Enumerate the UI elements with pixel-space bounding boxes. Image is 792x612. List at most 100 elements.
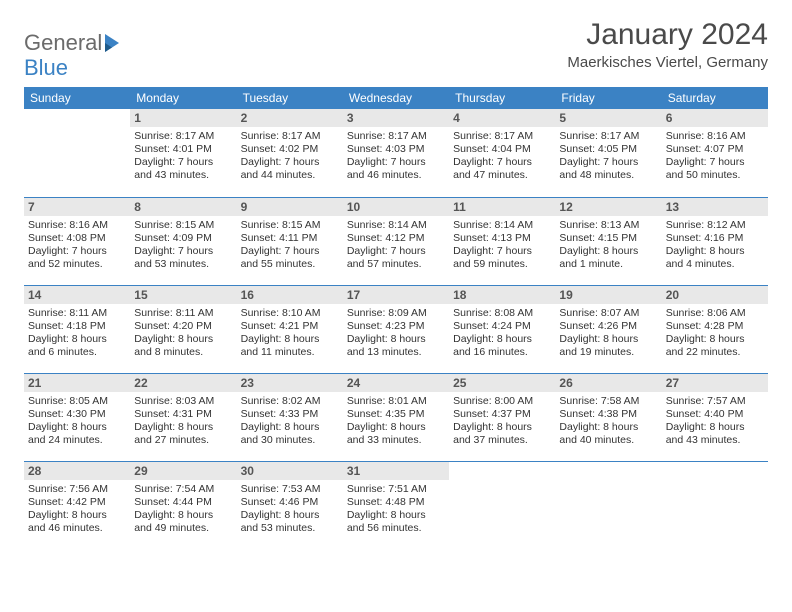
calendar-table: Sunday Monday Tuesday Wednesday Thursday… [24, 87, 768, 549]
day-info: Sunrise: 8:17 AMSunset: 4:03 PMDaylight:… [347, 130, 445, 183]
day-number: 7 [24, 198, 130, 216]
day-info: Sunrise: 7:56 AMSunset: 4:42 PMDaylight:… [28, 483, 126, 536]
day-number: 23 [237, 374, 343, 392]
week-row: 7 Sunrise: 8:16 AMSunset: 4:08 PMDaylight… [24, 197, 768, 285]
daylight-text: Daylight: 8 hours and 19 minutes. [559, 333, 657, 359]
daylight-text: Daylight: 8 hours and 49 minutes. [134, 509, 232, 535]
day-cell: 1 Sunrise: 8:17 AMSunset: 4:01 PMDaylight… [130, 109, 236, 197]
day-number: 3 [343, 109, 449, 127]
day-number: 9 [237, 198, 343, 216]
daylight-text: Daylight: 8 hours and 11 minutes. [241, 333, 339, 359]
daylight-text: Daylight: 8 hours and 46 minutes. [28, 509, 126, 535]
day-number: 24 [343, 374, 449, 392]
daylight-text: Daylight: 8 hours and 24 minutes. [28, 421, 126, 447]
day-info: Sunrise: 8:03 AMSunset: 4:31 PMDaylight:… [134, 395, 232, 448]
sunset-text: Sunset: 4:07 PM [666, 143, 764, 156]
day-number: 27 [662, 374, 768, 392]
day-info: Sunrise: 8:10 AMSunset: 4:21 PMDaylight:… [241, 307, 339, 360]
daylight-text: Daylight: 7 hours and 50 minutes. [666, 156, 764, 182]
day-cell: 21Sunrise: 8:05 AMSunset: 4:30 PMDayligh… [24, 373, 130, 461]
sunrise-text: Sunrise: 7:51 AM [347, 483, 445, 496]
sunset-text: Sunset: 4:16 PM [666, 232, 764, 245]
day-cell: 28Sunrise: 7:56 AMSunset: 4:42 PMDayligh… [24, 461, 130, 549]
day-number: 22 [130, 374, 236, 392]
weekday-header: Saturday [662, 87, 768, 109]
day-cell: 14Sunrise: 8:11 AMSunset: 4:18 PMDayligh… [24, 285, 130, 373]
day-cell: 29Sunrise: 7:54 AMSunset: 4:44 PMDayligh… [130, 461, 236, 549]
day-cell: 24Sunrise: 8:01 AMSunset: 4:35 PMDayligh… [343, 373, 449, 461]
day-cell: . [449, 461, 555, 549]
sunrise-text: Sunrise: 8:14 AM [347, 219, 445, 232]
sunrise-text: Sunrise: 8:06 AM [666, 307, 764, 320]
sunset-text: Sunset: 4:11 PM [241, 232, 339, 245]
weekday-header: Monday [130, 87, 236, 109]
sunrise-text: Sunrise: 8:00 AM [453, 395, 551, 408]
daylight-text: Daylight: 8 hours and 1 minute. [559, 245, 657, 271]
sunset-text: Sunset: 4:46 PM [241, 496, 339, 509]
sunrise-text: Sunrise: 8:12 AM [666, 219, 764, 232]
logo-flag-icon [105, 34, 125, 52]
sunrise-text: Sunrise: 8:17 AM [347, 130, 445, 143]
week-row: 14Sunrise: 8:11 AMSunset: 4:18 PMDayligh… [24, 285, 768, 373]
sunrise-text: Sunrise: 8:10 AM [241, 307, 339, 320]
sunrise-text: Sunrise: 8:15 AM [134, 219, 232, 232]
day-number: 21 [24, 374, 130, 392]
weekday-header: Friday [555, 87, 661, 109]
sunrise-text: Sunrise: 8:15 AM [241, 219, 339, 232]
sunset-text: Sunset: 4:44 PM [134, 496, 232, 509]
sunset-text: Sunset: 4:30 PM [28, 408, 126, 421]
title-block: January 2024 Maerkisches Viertel, German… [567, 18, 768, 71]
day-number: 6 [662, 109, 768, 127]
day-number: 5 [555, 109, 661, 127]
daylight-text: Daylight: 7 hours and 46 minutes. [347, 156, 445, 182]
day-number: 14 [24, 286, 130, 304]
sunset-text: Sunset: 4:33 PM [241, 408, 339, 421]
day-cell: 18Sunrise: 8:08 AMSunset: 4:24 PMDayligh… [449, 285, 555, 373]
sunset-text: Sunset: 4:20 PM [134, 320, 232, 333]
sunset-text: Sunset: 4:13 PM [453, 232, 551, 245]
day-info: Sunrise: 8:14 AMSunset: 4:13 PMDaylight:… [453, 219, 551, 272]
day-info: Sunrise: 8:13 AMSunset: 4:15 PMDaylight:… [559, 219, 657, 272]
daylight-text: Daylight: 7 hours and 48 minutes. [559, 156, 657, 182]
day-info: Sunrise: 7:58 AMSunset: 4:38 PMDaylight:… [559, 395, 657, 448]
day-cell: 7 Sunrise: 8:16 AMSunset: 4:08 PMDaylight… [24, 197, 130, 285]
sunrise-text: Sunrise: 7:57 AM [666, 395, 764, 408]
day-cell: . [662, 461, 768, 549]
weekday-header: Wednesday [343, 87, 449, 109]
month-title: January 2024 [567, 18, 768, 52]
day-info: Sunrise: 8:17 AMSunset: 4:01 PMDaylight:… [134, 130, 232, 183]
weekday-header: Tuesday [237, 87, 343, 109]
logo: General [24, 18, 125, 56]
day-info: Sunrise: 7:54 AMSunset: 4:44 PMDaylight:… [134, 483, 232, 536]
day-cell: 6Sunrise: 8:16 AMSunset: 4:07 PMDaylight… [662, 109, 768, 197]
sunrise-text: Sunrise: 8:01 AM [347, 395, 445, 408]
daylight-text: Daylight: 8 hours and 33 minutes. [347, 421, 445, 447]
sunrise-text: Sunrise: 7:53 AM [241, 483, 339, 496]
sunrise-text: Sunrise: 8:09 AM [347, 307, 445, 320]
sunrise-text: Sunrise: 8:17 AM [241, 130, 339, 143]
day-number: 1 [130, 109, 236, 127]
daylight-text: Daylight: 8 hours and 4 minutes. [666, 245, 764, 271]
sunset-text: Sunset: 4:08 PM [28, 232, 126, 245]
day-cell: 9 Sunrise: 8:15 AMSunset: 4:11 PMDaylight… [237, 197, 343, 285]
sunset-text: Sunset: 4:37 PM [453, 408, 551, 421]
daylight-text: Daylight: 7 hours and 55 minutes. [241, 245, 339, 271]
day-info: Sunrise: 8:07 AMSunset: 4:26 PMDaylight:… [559, 307, 657, 360]
weekday-header: Thursday [449, 87, 555, 109]
day-info: Sunrise: 8:16 AMSunset: 4:08 PMDaylight:… [28, 219, 126, 272]
day-info: Sunrise: 8:11 AMSunset: 4:20 PMDaylight:… [134, 307, 232, 360]
daylight-text: Daylight: 8 hours and 6 minutes. [28, 333, 126, 359]
sunrise-text: Sunrise: 8:17 AM [453, 130, 551, 143]
day-cell: 16 Sunrise: 8:10 AMSunset: 4:21 PMDayligh… [237, 285, 343, 373]
daylight-text: Daylight: 8 hours and 56 minutes. [347, 509, 445, 535]
day-cell: 17Sunrise: 8:09 AMSunset: 4:23 PMDayligh… [343, 285, 449, 373]
day-cell: 25Sunrise: 8:00 AMSunset: 4:37 PMDayligh… [449, 373, 555, 461]
day-cell: 31Sunrise: 7:51 AMSunset: 4:48 PMDayligh… [343, 461, 449, 549]
sunset-text: Sunset: 4:28 PM [666, 320, 764, 333]
day-cell: 27Sunrise: 7:57 AMSunset: 4:40 PMDayligh… [662, 373, 768, 461]
day-number: 4 [449, 109, 555, 127]
sunrise-text: Sunrise: 8:11 AM [28, 307, 126, 320]
sunset-text: Sunset: 4:40 PM [666, 408, 764, 421]
day-number: 16 [237, 286, 343, 304]
sunrise-text: Sunrise: 8:17 AM [134, 130, 232, 143]
